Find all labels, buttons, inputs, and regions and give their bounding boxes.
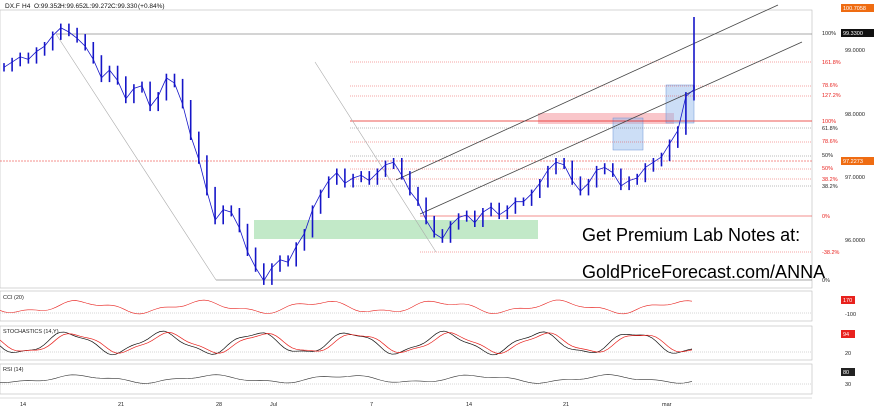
chart-header: DX.F H4 O:99.352 H:99.652 L:99.272 C:99.…	[5, 3, 165, 10]
stoch-title: STOCHASTICS (14,Y)	[3, 329, 59, 335]
fib-label-50b: 50%	[822, 166, 833, 172]
time-tick-7: mar	[662, 402, 672, 408]
support-zone	[254, 220, 538, 239]
high-price-tag	[841, 4, 874, 12]
fib-label-50: 50%	[822, 153, 833, 159]
fib-label-neg382: -38.2%	[822, 250, 840, 256]
time-tick-0: 14	[20, 402, 26, 408]
header-timeframe: H4	[22, 3, 31, 10]
fib-label-1272: 127.2%	[822, 93, 841, 99]
promo-line-2: GoldPriceForecast.com/ANNA	[582, 262, 825, 282]
fib-label-382b: 38.2%	[822, 184, 838, 190]
fib-label-100-left: 100%	[822, 31, 836, 37]
channel-upper-line	[395, 4, 779, 181]
header-low: L:99.272	[86, 3, 112, 10]
header-open: O:99.352	[34, 3, 61, 10]
price-tick-98: 98.0000	[845, 112, 865, 118]
rsi-panel: RSI (14) 80 30	[0, 363, 855, 395]
rsi-value-tag	[841, 368, 855, 376]
price-tick-99: 99.0000	[845, 48, 865, 54]
high-price-tag-text: 100.7058	[843, 6, 866, 12]
fib-labels: 100% 161.8% 78.6% 127.2% 100% 61.8% 78.6…	[822, 31, 841, 284]
cci-value-tag	[841, 296, 855, 304]
fib-label-382: 38.2%	[822, 177, 838, 183]
cci-frame	[0, 290, 813, 322]
fib-label-100b: 100%	[822, 119, 836, 125]
fib-label-618: 61.8%	[822, 126, 838, 132]
time-axis: 14 21 28 Jul 7 14 21 mar	[0, 397, 812, 408]
stoch-k-line	[0, 330, 693, 356]
fib-label-786: 78.6%	[822, 83, 838, 89]
cci-line	[0, 299, 693, 315]
current-price-tag-text: 99.3300	[843, 31, 863, 37]
promo-line-1: Get Premium Lab Notes at:	[582, 225, 800, 245]
rsi-frame	[0, 363, 813, 395]
consolidation-box	[612, 117, 644, 151]
header-high: H:99.652	[60, 3, 87, 10]
fib-label-0-bottom: 0%	[822, 278, 830, 284]
time-tick-6: 21	[563, 402, 569, 408]
rsi-title: RSI (14)	[3, 367, 24, 373]
header-symbol: DX.F	[5, 3, 20, 10]
cci-title: CCI (20)	[3, 295, 24, 301]
stochastics-panel: STOCHASTICS (14,Y) 94 20	[0, 325, 855, 361]
fib-label-0: 0%	[822, 214, 830, 220]
fib-diagonal-1	[55, 33, 217, 281]
price-axis: 99.0000 98.0000 97.0000 96.0000 100.7058…	[841, 4, 874, 244]
support-price-tag-text: 97.2273	[843, 159, 863, 165]
resistance-zone	[538, 113, 674, 124]
fib-diagonal-2	[314, 61, 437, 253]
stoch-d-line	[0, 332, 693, 354]
stoch-tick: 20	[845, 351, 851, 357]
main-panel-frame	[0, 9, 813, 289]
time-tick-4: 7	[370, 402, 373, 408]
rsi-line	[0, 374, 693, 384]
header-close: C:99.330	[111, 3, 138, 10]
header-change: (+0.84%)	[138, 3, 165, 10]
current-price-tag	[841, 29, 874, 37]
time-tick-1: 21	[118, 402, 124, 408]
price-tick-97: 97.0000	[845, 175, 865, 181]
price-line	[3, 27, 695, 282]
cci-value: 170	[843, 298, 852, 304]
trend-lines	[55, 4, 803, 281]
cci-tick: -100	[845, 312, 856, 318]
channel-lower-line	[419, 41, 803, 215]
price-series	[3, 17, 695, 285]
time-tick-3: Jul	[270, 402, 277, 408]
time-tick-2: 28	[216, 402, 222, 408]
rsi-tick: 30	[845, 382, 851, 388]
stoch-frame	[0, 325, 813, 361]
breakout-box	[665, 84, 695, 124]
fib-label-1618: 161.8%	[822, 60, 841, 66]
stoch-value-tag	[841, 330, 855, 338]
stoch-value: 94	[843, 332, 849, 338]
cci-panel: CCI (20) 170 -100	[0, 290, 856, 322]
time-tick-5: 14	[466, 402, 472, 408]
support-price-tag	[841, 157, 874, 165]
fib-label-786b: 78.6%	[822, 139, 838, 145]
price-tick-96: 96.0000	[845, 238, 865, 244]
rsi-value: 80	[843, 370, 849, 376]
